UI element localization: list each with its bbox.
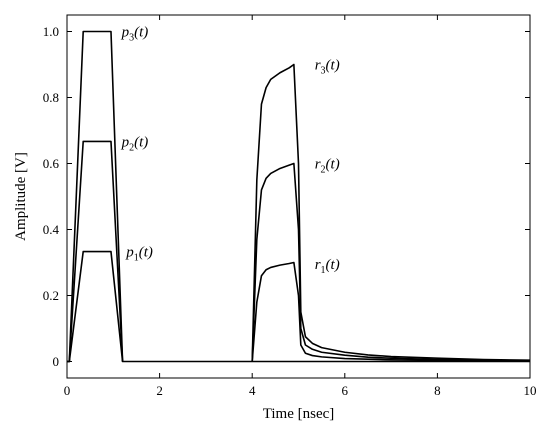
series-label-subscript: 1 (134, 253, 139, 264)
y-tick-label: 0.6 (43, 156, 60, 171)
y-axis-label: Amplitude [V] (13, 152, 29, 241)
series-label-subscript: 1 (321, 265, 326, 276)
series-label-p2-t: p2(t) (121, 134, 149, 153)
series-label-base: r (315, 257, 321, 273)
series-layer (67, 30, 531, 363)
x-tick-label: 4 (249, 383, 256, 398)
series-label-base: r (315, 58, 321, 74)
series-label-r1-t: r1(t) (315, 257, 340, 276)
x-tick-label: 2 (156, 383, 163, 398)
series-label-subscript: 2 (129, 142, 134, 153)
tick-layer: 0 2 4 6 8 10 0 0.2 0.4 0.6 0.8 1.0 (43, 15, 537, 398)
x-axis-label: Time [nsec] (263, 406, 335, 422)
y-tick-label: 1.0 (43, 24, 59, 39)
series-label-subscript: 3 (129, 33, 134, 44)
series-label-base: p (125, 245, 134, 261)
y-tick-label: 0.2 (43, 288, 59, 303)
series-label-r3-t: r3(t) (315, 58, 340, 77)
series-label-base: p (121, 25, 130, 41)
y-tick-label: 0.4 (43, 222, 60, 237)
series-label-p1-t: p1(t) (125, 245, 153, 264)
y-tick-label: 0 (53, 354, 60, 369)
x-tick-label: 6 (342, 383, 349, 398)
series-label-subscript: 3 (321, 66, 326, 77)
series-label-subscript: 2 (321, 165, 326, 176)
annotation-layer: p3(t)p2(t)p1(t)r3(t)r2(t)r1(t) (121, 25, 340, 277)
y-tick-label: 0.8 (43, 90, 59, 105)
series-label-argument: (t) (134, 134, 148, 150)
series-label-p3-t: p3(t) (121, 25, 149, 44)
series-label-r2-t: r2(t) (315, 157, 340, 176)
series-label-argument: (t) (326, 157, 340, 173)
series-label-argument: (t) (134, 25, 148, 41)
series-label-argument: (t) (326, 58, 340, 74)
series-line-r3-t (251, 63, 531, 362)
series-label-argument: (t) (139, 245, 153, 261)
series-label-base: p (121, 134, 130, 150)
x-tick-label: 10 (524, 383, 537, 398)
series-label-base: r (315, 157, 321, 173)
series-label-argument: (t) (326, 257, 340, 273)
series-line-r1-t (251, 261, 531, 362)
x-tick-label: 0 (64, 383, 71, 398)
x-tick-label: 8 (434, 383, 441, 398)
plot-frame (66, 14, 531, 379)
